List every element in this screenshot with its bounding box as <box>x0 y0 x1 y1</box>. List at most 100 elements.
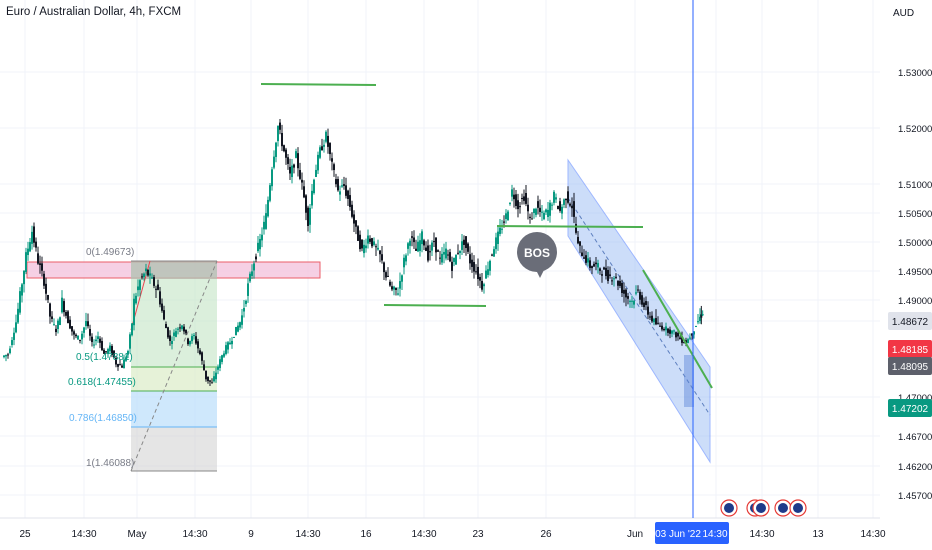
candle-body <box>197 341 199 349</box>
candle-body <box>387 275 389 277</box>
candle-body <box>285 149 287 158</box>
candle-body <box>559 201 561 211</box>
candle-body <box>381 254 383 261</box>
currency-label: AUD <box>893 8 915 19</box>
candle-body <box>521 197 523 199</box>
event-icons[interactable] <box>720 499 807 517</box>
candle-body <box>601 274 603 276</box>
candle-body <box>555 197 557 200</box>
candle-body <box>389 281 391 286</box>
candle-body <box>371 238 373 247</box>
candle-body <box>653 318 655 323</box>
price-axis[interactable]: 1.53000 1.52000 1.51000 1.50500 1.50000 1.495… <box>888 68 932 502</box>
symbol-title[interactable]: Euro / Australian Dollar, 4h, FXCM <box>6 6 182 18</box>
candle-body <box>507 211 509 221</box>
candle-body <box>171 340 173 344</box>
candle-body <box>569 203 571 206</box>
price-tick-label: 1.50000 <box>898 238 932 249</box>
fib-level-label: 1(1.46088) <box>86 458 134 469</box>
candle-body <box>619 281 621 286</box>
candle-body <box>563 199 565 205</box>
candle-body <box>5 354 7 357</box>
candle-body <box>325 131 327 142</box>
candle-body <box>305 195 307 213</box>
time-tick-label: 25 <box>19 529 31 540</box>
candle-body <box>355 220 357 227</box>
candle-body <box>659 325 661 327</box>
fib-level-label: 0.5(1.47881) <box>76 352 133 363</box>
candle-body <box>345 185 347 196</box>
candle-body <box>309 207 311 225</box>
candle-body <box>349 195 351 207</box>
flag-icon <box>793 503 803 513</box>
candle-body <box>379 250 381 255</box>
price-tick-label: 1.50500 <box>898 209 932 220</box>
candle-body <box>289 166 291 174</box>
candle-body <box>51 316 53 319</box>
candle-body <box>199 350 201 355</box>
candle-body <box>319 147 321 158</box>
candle-body <box>341 185 343 187</box>
candle-body <box>487 269 489 275</box>
time-axis[interactable]: 25 14:30 May 14:30 9 14:30 16 14:30 23 26 Jun 03 Ju… <box>19 522 886 544</box>
candle-body <box>385 272 387 278</box>
candle-body <box>681 336 683 343</box>
candle-body <box>561 206 563 214</box>
candle-body <box>291 165 293 178</box>
candle-body <box>163 310 165 320</box>
candle-body <box>99 338 101 343</box>
candle-body <box>265 213 267 229</box>
candle-body <box>679 337 681 340</box>
candle-body <box>697 321 699 323</box>
candle-body <box>401 275 403 282</box>
candle-body <box>125 357 127 361</box>
candle-body <box>219 359 221 368</box>
candle-body <box>399 281 401 289</box>
candle-body <box>447 254 449 256</box>
time-tick-label: 14:30 <box>182 529 207 540</box>
candle-body <box>271 169 273 187</box>
candle-body <box>531 218 533 220</box>
candle-body <box>119 364 121 366</box>
price-tick-label: 1.47000 <box>898 393 932 404</box>
candle-body <box>509 203 511 205</box>
candle-body <box>293 164 295 168</box>
candle-body <box>573 201 575 217</box>
candle-body <box>251 271 253 276</box>
candle-body <box>415 248 417 251</box>
candle-body <box>11 340 13 345</box>
candle-body <box>465 236 467 249</box>
candle-body <box>635 292 637 294</box>
flag-icon <box>778 503 788 513</box>
candle-body <box>167 327 169 338</box>
candle-body <box>161 303 163 311</box>
candle-body <box>21 284 23 296</box>
candle-body <box>435 237 437 253</box>
bos-label: BOS <box>524 246 550 260</box>
candle-body <box>287 157 289 164</box>
candle-body <box>669 329 671 334</box>
candle-body <box>575 224 577 233</box>
candle-body <box>483 284 485 287</box>
candle-body <box>91 336 93 343</box>
candle-body <box>233 336 235 338</box>
candle-body <box>3 355 5 358</box>
candle-body <box>661 325 663 330</box>
candle-body <box>479 276 481 281</box>
candle-body <box>49 303 51 317</box>
candle-body <box>395 287 397 290</box>
time-tick-label: 14:30 <box>411 529 436 540</box>
candle-body <box>107 349 109 354</box>
candle-body <box>695 326 697 328</box>
candle-body <box>441 253 443 263</box>
candle-body <box>93 344 95 346</box>
fib-level-label: 0.618(1.47455) <box>68 377 136 388</box>
candle-body <box>247 283 249 296</box>
candle-body <box>175 331 177 337</box>
candle-body <box>89 329 91 336</box>
candle-body <box>95 339 97 342</box>
price-tick-label: 1.53000 <box>898 68 932 79</box>
candle-body <box>649 316 651 318</box>
candle-body <box>303 186 305 198</box>
